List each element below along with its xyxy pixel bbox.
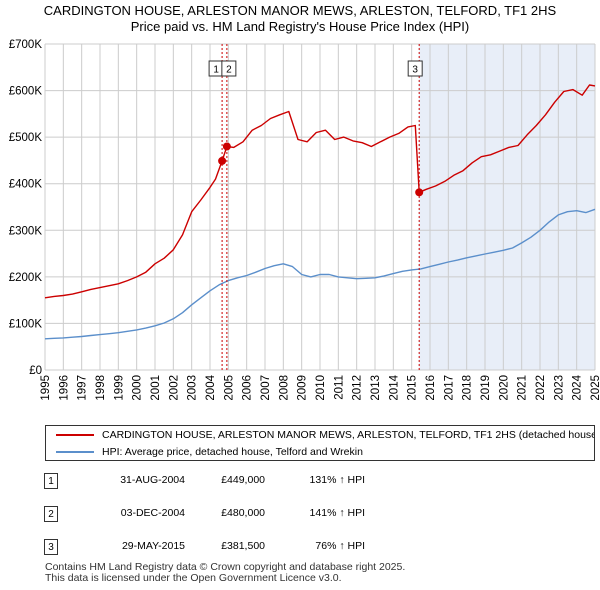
x-tick-label: 1995 xyxy=(40,375,52,401)
chart-title-line2: Price paid vs. HM Land Registry's House … xyxy=(130,19,470,34)
transaction-hpi-change: 131% ↑ HPI xyxy=(309,474,365,486)
legend-label-property: CARDINGTON HOUSE, ARLESTON MANOR MEWS, A… xyxy=(102,429,595,441)
x-tick-label: 2006 xyxy=(242,375,254,401)
sale-marker-label-box xyxy=(407,60,423,77)
x-tick-label: 1997 xyxy=(77,375,89,401)
x-tick-label: 2014 xyxy=(388,374,400,400)
property-price-line xyxy=(44,84,596,299)
chart-title-line1: CARDINGTON HOUSE, ARLESTON MANOR MEWS, A… xyxy=(43,3,557,18)
x-tick-label: 2018 xyxy=(462,375,474,401)
price-chart: £0 £100K £200K £300K £400K £500K £600K £700K 199… xyxy=(9,39,600,401)
y-tick-label: £100K xyxy=(9,318,43,330)
x-tick-label: 2009 xyxy=(297,375,309,401)
x-tick-label: 2000 xyxy=(132,375,144,401)
transaction-number-badge: 3 xyxy=(44,539,58,555)
x-tick-label: 2002 xyxy=(168,375,180,401)
y-tick-label: £200K xyxy=(9,272,43,284)
x-tick-label: 2020 xyxy=(498,375,510,401)
x-tick-label: 2012 xyxy=(352,375,364,401)
sale-marker-label: 1 xyxy=(213,65,219,76)
shaded-region xyxy=(419,44,595,370)
x-tick-label: 2008 xyxy=(278,375,290,401)
x-tick-label: 2001 xyxy=(150,375,162,401)
legend-swatch-property xyxy=(56,434,94,436)
transaction-hpi-change: 141% ↑ HPI xyxy=(309,507,365,519)
transaction-hpi-change: 76% ↑ HPI xyxy=(315,540,365,552)
x-tick-label: 2024 xyxy=(572,374,584,400)
transaction-number-badge: 1 xyxy=(44,473,58,489)
sale-point xyxy=(218,156,227,165)
x-tick-label: 2021 xyxy=(517,375,529,401)
x-tick-label: 2005 xyxy=(223,375,235,401)
y-tick-label: £0 xyxy=(29,365,42,377)
x-tick-label: 2004 xyxy=(205,374,217,400)
transaction-price: £480,000 xyxy=(221,507,265,519)
legend-label-hpi: HPI: Average price, detached house, Telf… xyxy=(102,446,363,458)
y-tick-label: £300K xyxy=(9,225,43,237)
x-tick-label: 2019 xyxy=(480,375,492,401)
x-tick-label: 2011 xyxy=(333,375,345,400)
hpi-line xyxy=(44,208,596,340)
transaction-date: 31-AUG-2004 xyxy=(120,474,185,486)
transaction-date: 29-MAY-2015 xyxy=(121,540,185,552)
x-tick-label: 2017 xyxy=(443,375,455,401)
y-tick-label: £600K xyxy=(9,86,43,98)
y-tick-label: £500K xyxy=(9,132,43,144)
sale-marker-label-box xyxy=(221,60,237,77)
x-tick-label: 1999 xyxy=(113,375,125,401)
legend-swatch-hpi xyxy=(56,451,94,453)
x-tick-label: 2003 xyxy=(187,375,199,401)
footer-copyright: Contains HM Land Registry data © Crown c… xyxy=(45,561,406,573)
transaction-row: 3 29-MAY-2015 £381,500 76% ↑ HPI xyxy=(40,539,580,557)
x-tick-label: 2022 xyxy=(535,375,547,401)
x-tick-label: 1996 xyxy=(58,375,70,401)
chart-legend: CARDINGTON HOUSE, ARLESTON MANOR MEWS, A… xyxy=(45,425,595,461)
x-tick-label: 2010 xyxy=(315,375,327,401)
transaction-number-badge: 2 xyxy=(44,506,58,522)
transaction-row: 1 31-AUG-2004 £449,000 131% ↑ HPI xyxy=(40,473,580,491)
sale-marker-label: 3 xyxy=(412,65,418,76)
transaction-price: £449,000 xyxy=(221,474,265,486)
y-tick-label: £400K xyxy=(9,179,43,191)
x-tick-label: 2025 xyxy=(590,375,600,401)
legend-item-hpi: HPI: Average price, detached house, Telf… xyxy=(46,443,594,460)
x-tick-label: 2013 xyxy=(370,375,382,401)
x-tick-label: 2015 xyxy=(407,375,419,401)
x-tick-label: 2023 xyxy=(553,375,565,401)
legend-item-property: CARDINGTON HOUSE, ARLESTON MANOR MEWS, A… xyxy=(46,426,595,444)
sale-point xyxy=(222,142,231,151)
transaction-date: 03-DEC-2004 xyxy=(120,507,185,519)
transaction-price: £381,500 xyxy=(221,540,265,552)
transaction-row: 2 03-DEC-2004 £480,000 141% ↑ HPI xyxy=(40,506,580,524)
y-tick-label: £700K xyxy=(9,39,43,51)
x-tick-label: 1998 xyxy=(95,375,107,401)
sale-marker-label: 2 xyxy=(226,65,232,76)
x-tick-label: 2016 xyxy=(425,375,437,401)
sale-point xyxy=(415,188,424,197)
footer-licence: This data is licensed under the Open Gov… xyxy=(45,572,342,584)
x-tick-label: 2007 xyxy=(260,375,272,401)
